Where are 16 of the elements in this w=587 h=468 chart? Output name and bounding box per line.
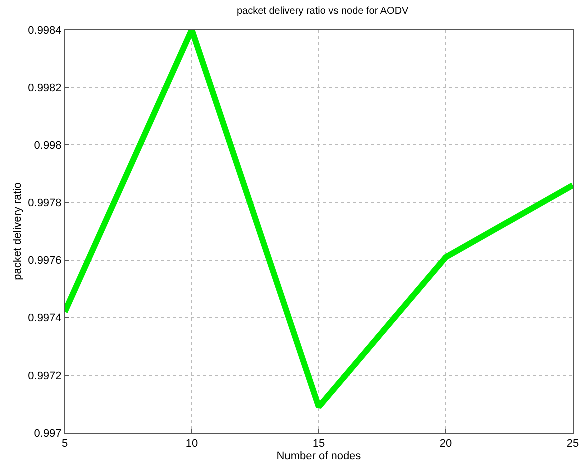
x-tick-label: 5 — [62, 438, 68, 450]
y-tick-label: 0.9972 — [28, 370, 62, 382]
x-tick-label: 25 — [566, 438, 580, 450]
y-axis-title: packet delivery ratio — [12, 182, 24, 280]
x-tick-label: 10 — [186, 438, 198, 450]
y-tick-label: 0.9984 — [28, 24, 62, 37]
x-tick-label: 15 — [312, 438, 326, 450]
y-tick-label: 0.9982 — [28, 82, 62, 94]
y-tick-label: 0.998 — [34, 140, 62, 152]
x-tick-label: 20 — [440, 438, 452, 450]
chart-title: packet delivery ratio vs node for AODV — [236, 6, 410, 18]
y-tick-label: 0.9976 — [28, 255, 62, 268]
x-axis-title: Number of nodes — [276, 450, 362, 462]
y-tick-label: 0.9974 — [28, 312, 62, 325]
y-tick-label: 0.9978 — [28, 198, 62, 210]
y-tick-label: 0.997 — [34, 428, 62, 440]
